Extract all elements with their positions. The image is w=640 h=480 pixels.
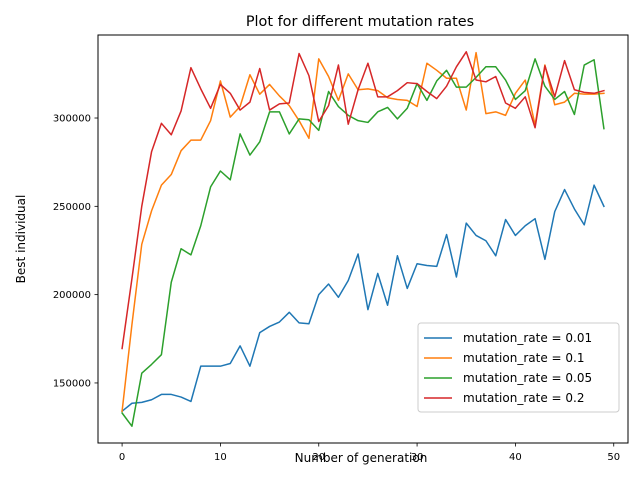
y-axis-ticks: 150000 200000 250000 300000 [53, 114, 98, 389]
x-axis-label: Number of generation [295, 451, 428, 465]
series-line-0 [121, 184, 605, 413]
x-tick-label: 50 [607, 452, 620, 463]
legend-label-1: mutation_rate = 0.1 [463, 351, 584, 365]
x-tick-label: 0 [119, 452, 125, 463]
plot-frame [97, 34, 629, 444]
chart-title: Plot for different mutation rates [246, 14, 474, 30]
series-line-1 [121, 51, 605, 413]
x-axis-ticks: 0 10 20 30 40 50 [119, 443, 620, 463]
x-tick-label: 30 [411, 452, 424, 463]
legend-label-3: mutation_rate = 0.2 [463, 391, 584, 405]
y-tick-label: 150000 [53, 378, 91, 389]
y-axis-label: Best individual [14, 195, 28, 284]
y-tick-label: 250000 [53, 202, 91, 213]
series-line-3 [121, 51, 605, 350]
legend-label-0: mutation_rate = 0.01 [463, 331, 592, 345]
series-line-2 [121, 58, 605, 427]
y-tick-label: 200000 [53, 290, 91, 301]
y-tick-label: 300000 [53, 114, 91, 125]
x-tick-label: 20 [312, 452, 325, 463]
legend-box [417, 322, 620, 413]
x-tick-label: 10 [214, 452, 227, 463]
x-tick-label: 40 [509, 452, 522, 463]
series-lines [121, 51, 605, 427]
legend-label-2: mutation_rate = 0.05 [463, 371, 592, 385]
legend: mutation_rate = 0.01 mutation_rate = 0.1 m… [417, 322, 620, 413]
